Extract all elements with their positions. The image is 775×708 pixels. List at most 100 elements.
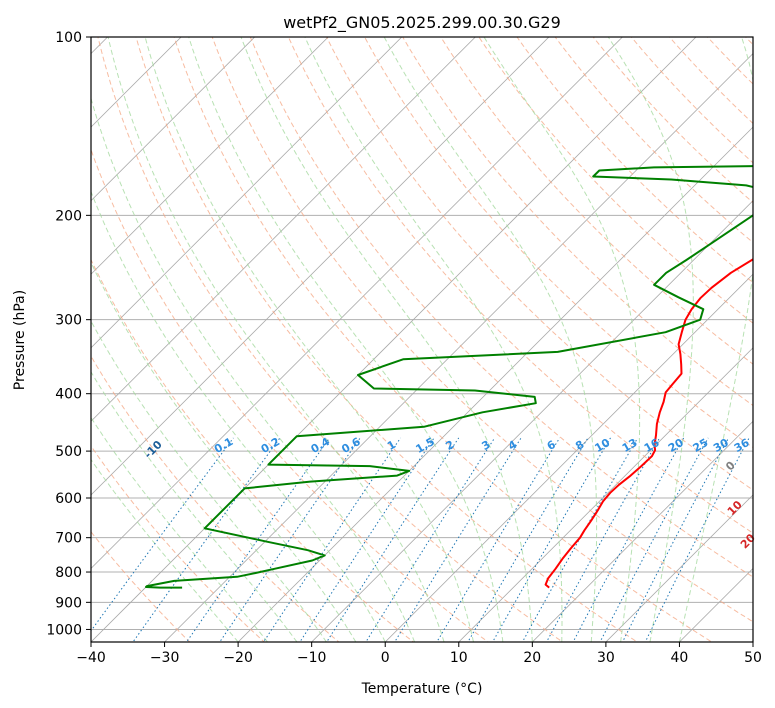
dry-adiabat-line — [516, 37, 753, 284]
x-tick-label: −40 — [76, 650, 106, 666]
mixing-ratio-line — [365, 437, 496, 642]
x-tick-label: 40 — [670, 650, 688, 666]
dry-adiabat-line — [771, 24, 775, 654]
mixing-ratio-line — [436, 437, 561, 642]
dry-adiabat-lines — [91, 24, 775, 654]
dry-adiabat-line — [135, 37, 639, 642]
x-axis-label: Temperature (°C) — [361, 681, 483, 697]
mixing-ratio-line — [132, 437, 281, 642]
isotherm-line — [458, 347, 753, 642]
plot-area — [91, 24, 775, 654]
moist-adiabat-line — [91, 458, 239, 642]
moist-adiabat-line — [678, 37, 753, 642]
dry-adiabat-line — [287, 37, 753, 534]
isotherm-line — [91, 37, 403, 349]
isotherm-line — [91, 37, 550, 496]
moist-adiabat-line — [91, 96, 416, 642]
x-tick-label: −30 — [150, 650, 180, 666]
mixing-ratio-line — [91, 437, 234, 632]
dry-adiabat-line — [91, 258, 415, 642]
mixing-ratio-label: 13 — [620, 436, 640, 455]
mixing-ratio-line — [467, 437, 589, 642]
dry-adiabat-line — [325, 37, 753, 491]
mixing-ratio-line — [299, 437, 435, 642]
mixing-ratio-line — [521, 437, 639, 642]
dry-adiabat-line — [91, 355, 340, 642]
mixing-ratio-line — [492, 437, 611, 642]
y-axis-label: Pressure (hPa) — [12, 290, 28, 390]
moist-adiabat-line — [304, 37, 563, 642]
dry-adiabat-line — [364, 37, 753, 449]
dry-adiabat-line — [402, 37, 753, 407]
x-tick-label: 50 — [744, 650, 762, 666]
temperature-profile-line — [544, 258, 753, 589]
isotherm-line — [752, 641, 753, 642]
chart-title: wetPf2_GN05.2025.299.00.30.G29 — [283, 13, 561, 33]
y-tick-label: 1000 — [46, 622, 82, 638]
x-tick-label: 20 — [523, 650, 541, 666]
y-tick-label: 100 — [55, 30, 82, 46]
isotherm-line — [678, 567, 753, 642]
x-tick-label: 0 — [381, 650, 390, 666]
moist-adiabat-line — [107, 37, 445, 642]
dry-adiabat-line — [440, 37, 753, 365]
isotherm-line — [91, 37, 624, 570]
x-tick-label: 30 — [597, 650, 615, 666]
dry-adiabat-line — [478, 37, 753, 324]
dry-adiabat-line — [91, 531, 191, 642]
y-axis-ticks: 100 200 300 400 500 600 700 800 900 1000 — [46, 30, 91, 638]
isotherm-line — [91, 37, 329, 275]
y-tick-label: 500 — [55, 444, 82, 460]
x-tick-label: 10 — [450, 650, 468, 666]
mixing-ratio-label: 0.1 — [212, 435, 235, 456]
dry-adiabat-line — [91, 148, 489, 642]
mixing-ratio-line — [644, 437, 750, 642]
dry-adiabat-line — [249, 37, 753, 578]
isotherm-line — [531, 420, 753, 642]
isotherm-line — [91, 37, 697, 642]
y-tick-label: 900 — [55, 595, 82, 611]
isotherm-lines — [91, 37, 753, 642]
mixing-ratio-line — [546, 437, 661, 642]
moist-adiabat-line — [607, 37, 694, 642]
moist-adiabat-line — [91, 416, 268, 642]
dry-adiabat-line — [554, 37, 753, 244]
mixing-ratio-label: 0.6 — [339, 435, 363, 456]
mixing-ratio-label: 30 — [711, 436, 731, 455]
moist-adiabat-line — [91, 370, 298, 642]
isotherm-line — [91, 37, 182, 128]
moist-adiabat-line — [383, 37, 598, 642]
isotherm-line — [91, 37, 256, 202]
y-tick-label: 600 — [55, 491, 82, 507]
y-tick-label: 300 — [55, 313, 82, 329]
moist-adiabat-line — [91, 190, 386, 642]
y-tick-label: 400 — [55, 387, 82, 403]
dry-adiabat-line — [744, 37, 753, 46]
moist-adiabat-line — [188, 37, 504, 642]
moist-adiabat-label: 20 — [738, 531, 758, 551]
x-tick-label: −20 — [223, 650, 253, 666]
dry-adiabat-line — [706, 37, 753, 85]
mixing-ratio-line — [219, 437, 361, 642]
moist-adiabat-line — [483, 37, 641, 642]
moist-adiabat-line — [91, 261, 357, 642]
mixing-ratio-line — [622, 437, 729, 642]
y-tick-label: 200 — [55, 208, 82, 224]
isotherm-line — [311, 200, 753, 642]
dry-adiabat-line — [211, 37, 753, 623]
mixing-ratio-label: 0.2 — [259, 435, 282, 456]
dry-adiabat-line — [91, 445, 265, 642]
mixing-ratio-label: 25 — [691, 436, 711, 455]
isotherm-line — [91, 37, 476, 422]
dry-adiabat-line — [97, 37, 564, 642]
isotherm-line — [605, 494, 753, 642]
mixing-ratio-line — [262, 437, 402, 642]
moist-adiabat-line — [91, 320, 327, 642]
moist-adiabat-label: 10 — [725, 498, 745, 518]
isotherm-line — [237, 126, 753, 642]
mixing-ratio-lines — [91, 437, 750, 642]
moist-adiabat-label: 0 — [723, 458, 738, 473]
moist-adiabat-lines — [91, 37, 753, 642]
isotherm-line — [384, 273, 753, 642]
